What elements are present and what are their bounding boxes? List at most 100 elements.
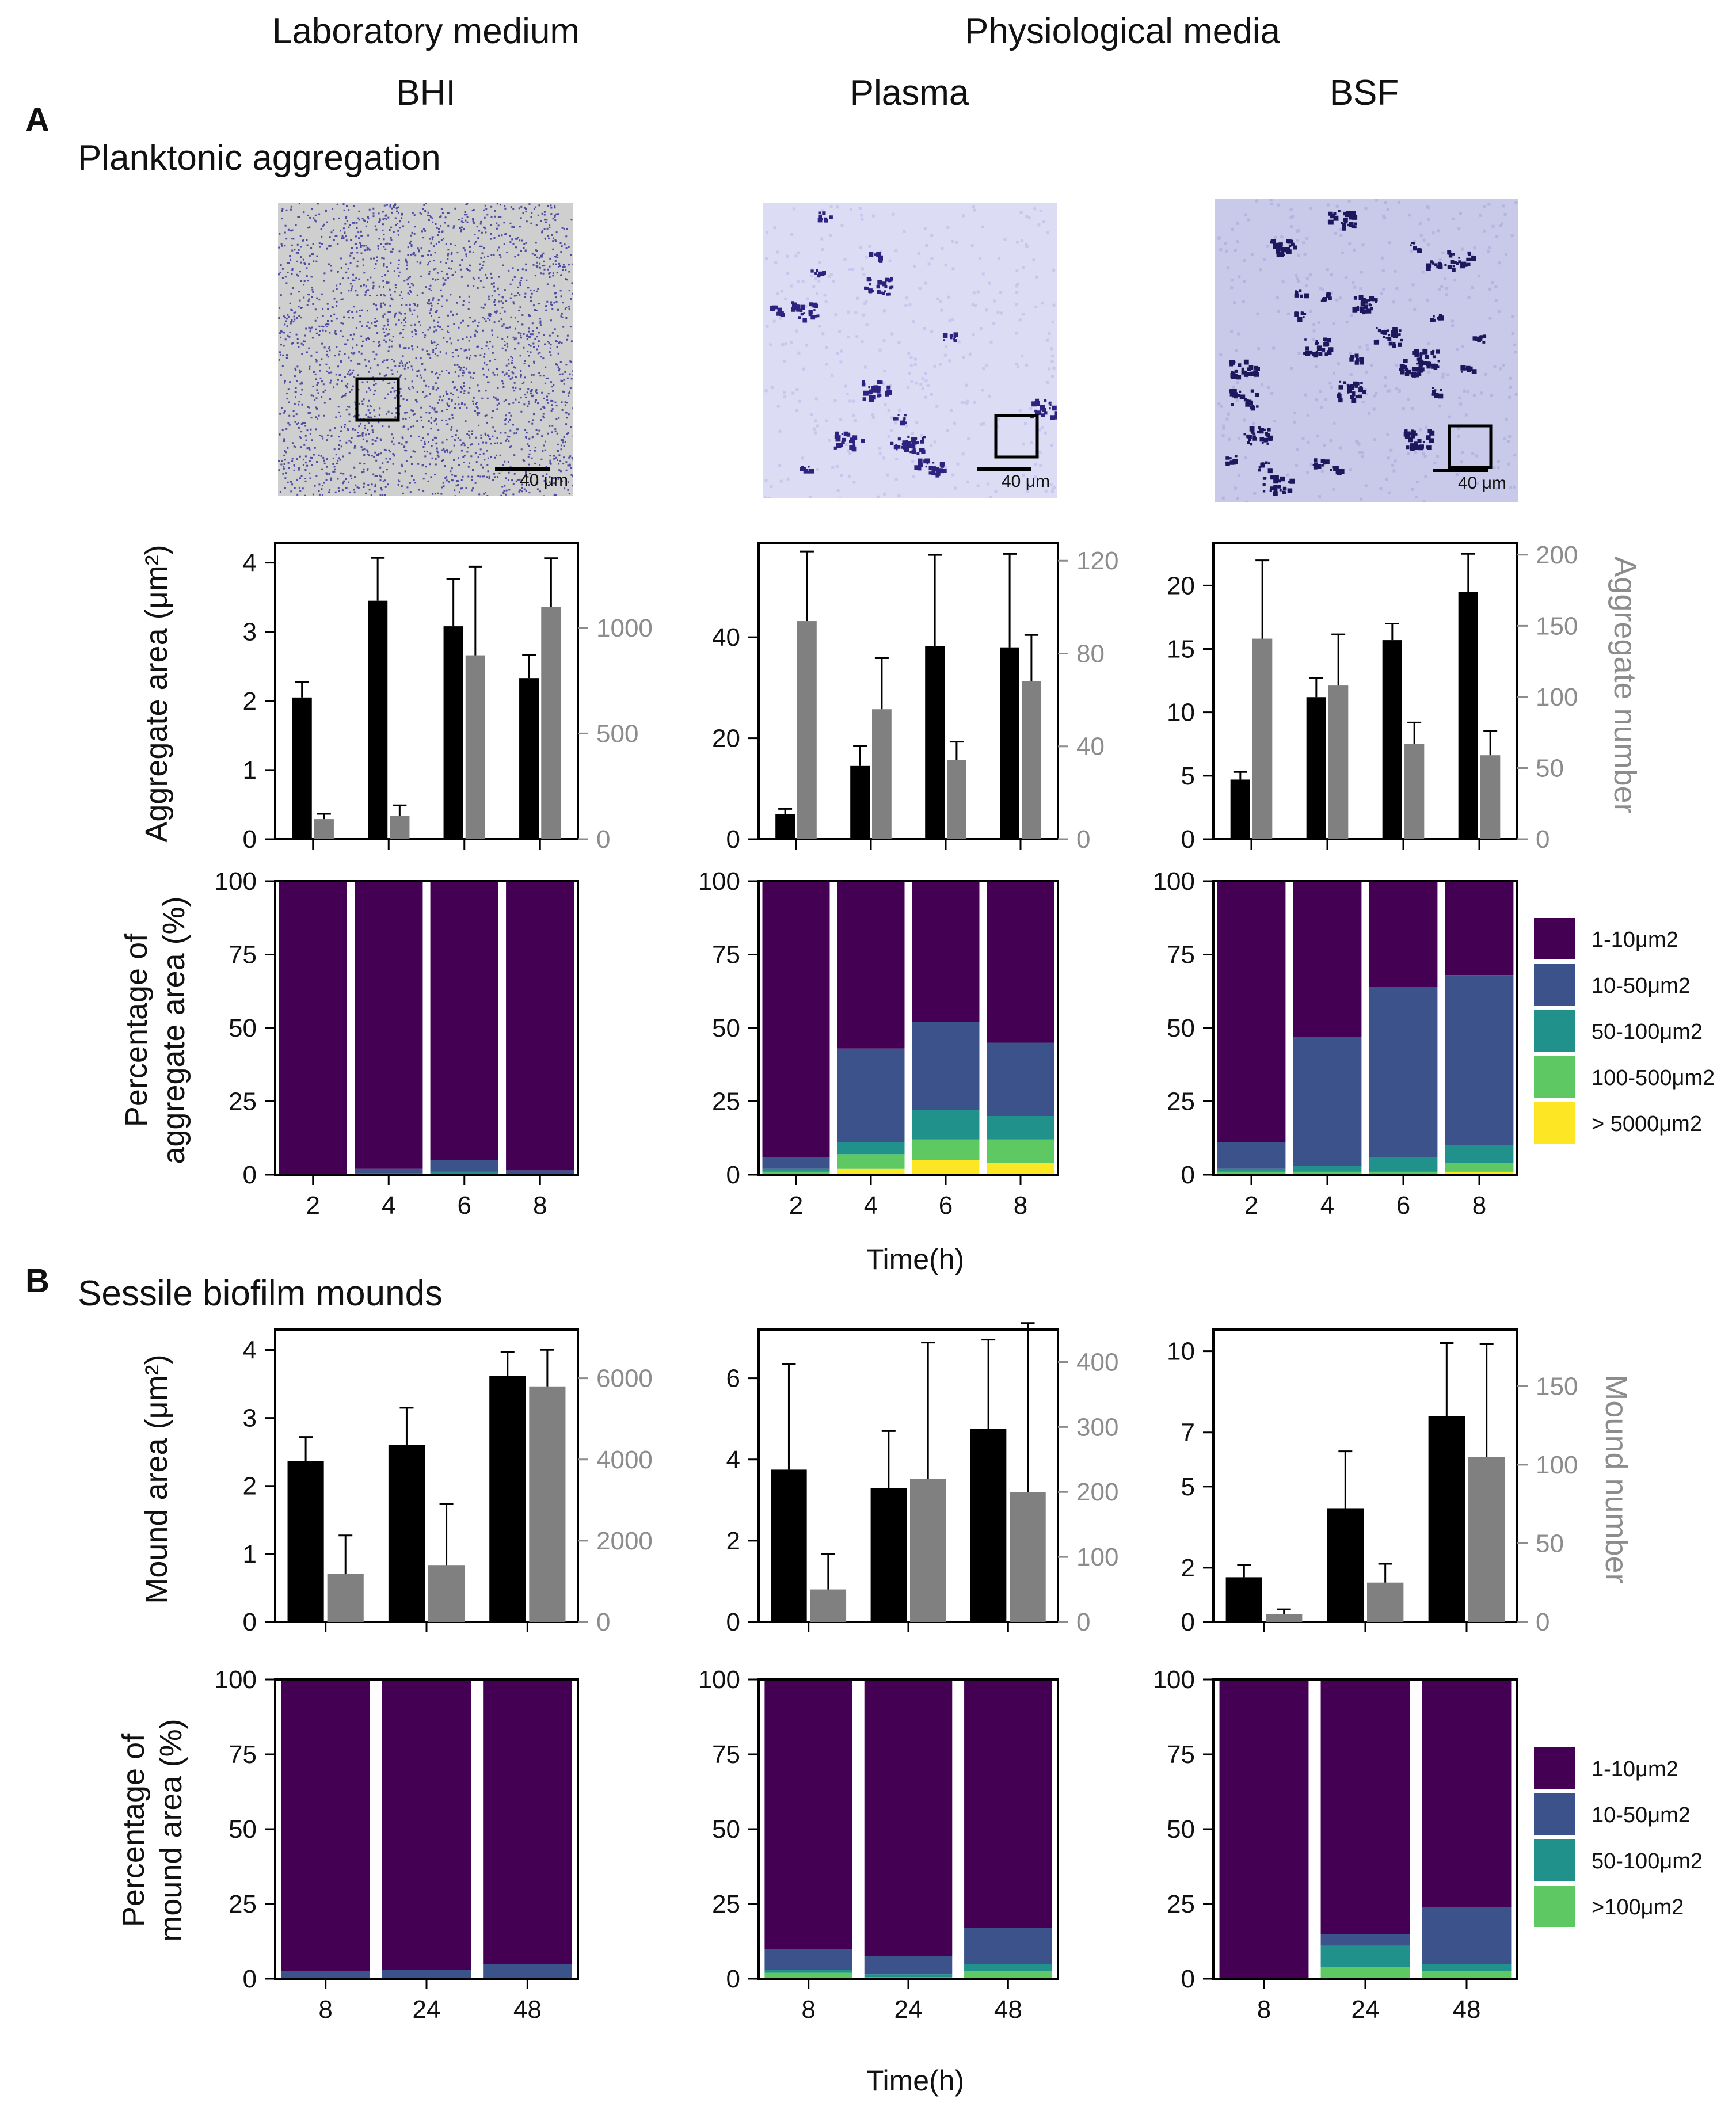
a_bsf_bar-ytick-label: 15: [1167, 635, 1195, 664]
segment-b_plasma_pct-24-1: [864, 1679, 953, 1956]
a_plasma_pct-ytick-label: 50: [712, 1014, 740, 1042]
micrograph-plasma-background: [763, 203, 1057, 498]
segment-b_plasma_pct-48-1: [964, 1679, 1052, 1928]
legend-panel-b-label-4: >100μm2: [1592, 1895, 1684, 1919]
legend-panel-a-label-3: 50-100μm2: [1592, 1020, 1703, 1044]
b_bsf_bar-y2tick-label: 50: [1536, 1529, 1564, 1557]
segment-a_plasma_pct-2-4: [762, 1171, 830, 1175]
b_bsf_pct-xtick-label: 8: [1257, 1995, 1271, 2024]
bar-a_bhi_bar-number-4: [390, 816, 410, 839]
micrograph-bsf: [1215, 199, 1518, 502]
b_bhi_bar-ytick-label: 0: [243, 1608, 257, 1636]
micrograph-bhi: [278, 203, 573, 496]
b_bsf_pct-xtick-label: 24: [1352, 1995, 1380, 2024]
a_bhi_bar-ytick-label: 3: [243, 618, 257, 646]
bar-b_bsf_bar-number-24: [1367, 1582, 1404, 1622]
b_plasma_pct-xtick-label: 24: [894, 1995, 923, 2024]
a_plasma_pct-ytick-label: 100: [698, 867, 740, 896]
segment-a_plasma_pct-8-2: [987, 1042, 1054, 1116]
ylabel-pct-mound-1: Percentage of: [116, 1733, 151, 1927]
b_bsf_pct-ytick-label: 100: [1153, 1666, 1195, 1694]
b_bsf_bar-ytick-label: 10: [1167, 1338, 1195, 1366]
header-physiological-media: Physiological media: [965, 12, 1280, 51]
b_plasma_bar-ytick-label: 0: [726, 1608, 740, 1636]
legend-panel-a: 1-10μm2 10-50μm2 50-100μm2 100-500μm2 > 5000…: [1534, 918, 1715, 1144]
segment-a_plasma_pct-4-3: [837, 1142, 905, 1155]
bar-a_plasma_bar-number-6: [947, 760, 966, 839]
b_plasma_bar-ytick-label: 6: [726, 1365, 740, 1393]
segment-b_bsf_pct-24-1: [1320, 1679, 1410, 1934]
ylabel-aggregate-number: Aggregate number: [1608, 556, 1642, 813]
b_plasma_bar-y2tick-label: 400: [1076, 1348, 1118, 1376]
b_plasma_pct-xtick-label: 48: [994, 1995, 1022, 2024]
segment-a_plasma_pct-6-3: [912, 1110, 980, 1140]
b_plasma_pct-xtick-label: 8: [801, 1995, 815, 2024]
a_bsf_bar-y2tick-label: 100: [1536, 683, 1578, 711]
b_bsf_bar-ytick-label: 0: [1181, 1608, 1195, 1636]
legend-panel-a-label-2: 10-50μm2: [1592, 974, 1691, 998]
segment-b_bhi_pct-24-1: [382, 1679, 471, 1970]
segment-a_bhi_pct-8-1: [506, 881, 574, 1171]
segment-a_bhi_pct-6-3: [430, 1171, 498, 1175]
segment-a_plasma_pct-6-1: [912, 881, 980, 1022]
b_bhi_bar-ytick-label: 1: [243, 1540, 257, 1568]
b_bhi_pct-xtick-label: 48: [513, 1995, 542, 2024]
a_bsf_bar-ytick-label: 5: [1181, 762, 1195, 790]
bar-a_bsf_bar-number-6: [1404, 744, 1425, 839]
header-medium-bsf: BSF: [1330, 73, 1399, 113]
a_plasma_bar-y2tick-label: 40: [1076, 733, 1105, 761]
legend-panel-a-label-4: 100-500μm2: [1592, 1066, 1715, 1090]
inset-box-plasma: [994, 414, 1039, 459]
b_bhi_bar-y2tick-label: 2000: [596, 1527, 653, 1555]
legend-panel-a-label-5: > 5000μm2: [1592, 1112, 1702, 1136]
b_plasma_bar: 0 2 4 6 0 100 200 300 400: [726, 1322, 1118, 1636]
segment-a_plasma_pct-4-1: [837, 881, 905, 1049]
b_bhi_bar-y2tick-label: 6000: [596, 1365, 653, 1393]
bar-b_bhi_bar-area-48: [489, 1376, 526, 1622]
segment-a_bsf_pct-2-3: [1217, 1168, 1286, 1172]
b_bsf_bar-ytick-label: 2: [1181, 1554, 1195, 1582]
segment-a_bsf_pct-6-2: [1369, 987, 1438, 1157]
bar-a_bsf_bar-area-2: [1230, 779, 1250, 839]
segment-a_plasma_pct-8-5: [987, 1163, 1054, 1175]
bar-b_plasma_bar-area-48: [970, 1429, 1007, 1622]
segment-a_bsf_pct-4-1: [1293, 881, 1362, 1037]
segment-a_bhi_pct-4-1: [355, 881, 423, 1169]
segment-a_bsf_pct-8-5: [1445, 1171, 1514, 1175]
segment-b_plasma_pct-8-4: [764, 1972, 852, 1979]
b_bhi_pct-ytick-label: 0: [243, 1965, 257, 1993]
segment-b_bsf_pct-48-2: [1422, 1907, 1512, 1964]
panel-b-title: Sessile biofilm mounds: [78, 1274, 443, 1313]
b_bhi_pct-xtick-label: 24: [413, 1995, 441, 2024]
bar-a_plasma_bar-area-6: [925, 646, 945, 839]
segment-b_bhi_pct-8-2: [281, 1971, 370, 1979]
segment-a_plasma_pct-4-2: [837, 1048, 905, 1142]
scale-bar-label-bhi: 40 μm: [520, 471, 568, 490]
a_bsf_pct-xtick-label: 6: [1396, 1191, 1410, 1220]
bar-b_bsf_bar-area-8: [1225, 1577, 1262, 1622]
a_bhi_pct-ytick-label: 0: [243, 1161, 257, 1189]
a_bhi_pct-xtick-label: 4: [382, 1191, 395, 1220]
bar-b_bsf_bar-number-8: [1266, 1614, 1303, 1622]
bar-a_plasma_bar-area-2: [775, 814, 795, 839]
b_bsf_pct-ytick-label: 25: [1167, 1890, 1195, 1918]
b_bhi_pct-ytick-label: 100: [215, 1666, 257, 1694]
micrograph-plasma-texture: [764, 205, 1056, 498]
a_plasma_pct-xtick-label: 4: [864, 1191, 878, 1220]
b_bsf_pct-xtick-label: 48: [1453, 1995, 1481, 2024]
legend-panel-a-swatch-5: [1534, 1102, 1575, 1144]
b_plasma_bar-y2tick-label: 0: [1076, 1608, 1090, 1636]
segment-a_plasma_pct-6-4: [912, 1139, 980, 1160]
b_bhi_bar-y2tick-label: 0: [596, 1608, 610, 1636]
ylabel-pct-mound-2: mound area (%): [154, 1719, 188, 1941]
bar-b_bhi_bar-area-8: [287, 1461, 324, 1622]
segment-b_bhi_pct-48-2: [483, 1964, 572, 1979]
header-laboratory-medium: Laboratory medium: [272, 12, 580, 51]
a_plasma_bar-ytick-label: 20: [712, 725, 740, 753]
bar-a_bsf_bar-area-4: [1306, 697, 1326, 839]
a_bsf_pct-xtick-label: 8: [1472, 1191, 1486, 1220]
a_bsf_bar-y2tick-label: 200: [1536, 541, 1578, 569]
segment-b_bhi_pct-24-2: [382, 1970, 471, 1979]
